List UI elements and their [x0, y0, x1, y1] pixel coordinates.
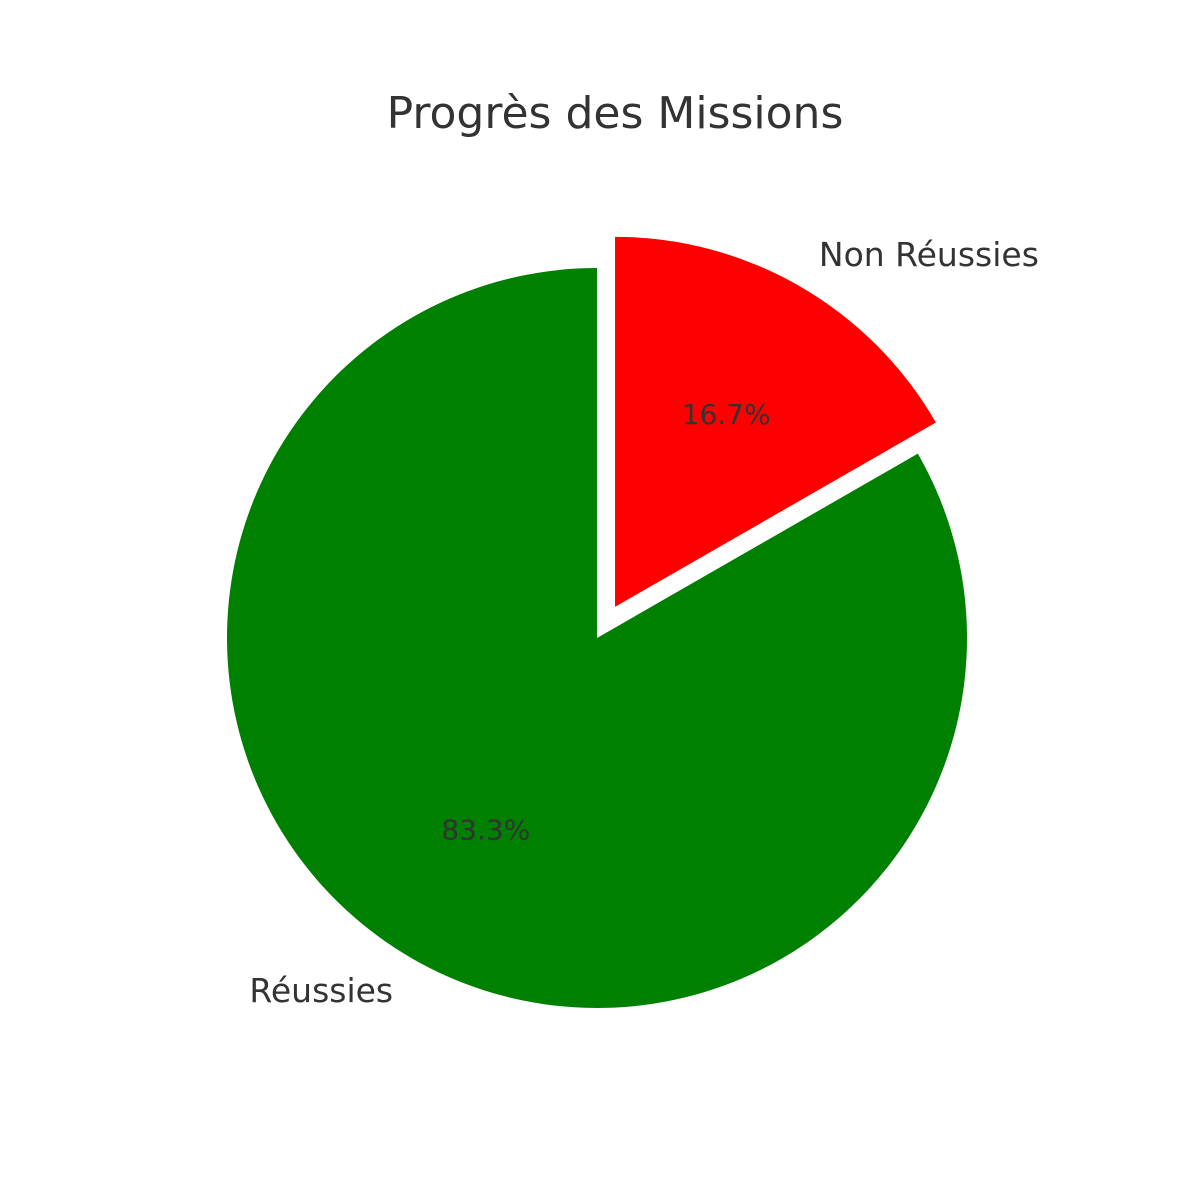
pie-slice-0 — [227, 268, 968, 1008]
pie-slice-1 — [615, 236, 936, 607]
pie-slice-value-label: 83.3% — [441, 814, 530, 847]
pie-slice-category-label: Non Réussies — [819, 235, 1039, 274]
chart-title: Progrès des Missions — [387, 88, 844, 139]
pie-slices — [227, 236, 968, 1008]
pie-labels: 83.3% Réussies 16.7% Non Réussies — [249, 235, 1038, 1010]
pie-slice-value-label: 16.7% — [682, 398, 771, 431]
pie-slice-category-label: Réussies — [249, 971, 393, 1010]
